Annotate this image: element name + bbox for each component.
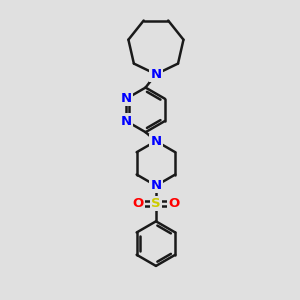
Text: S: S: [151, 197, 161, 210]
Text: N: N: [150, 68, 161, 81]
Text: O: O: [168, 197, 179, 210]
Text: N: N: [150, 179, 161, 192]
Text: N: N: [150, 135, 161, 148]
Text: O: O: [133, 197, 144, 210]
Text: N: N: [121, 115, 132, 128]
Text: N: N: [121, 92, 132, 105]
